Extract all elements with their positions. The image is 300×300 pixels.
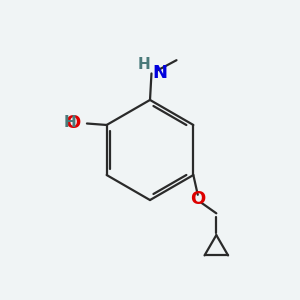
Text: O: O xyxy=(65,115,81,133)
Text: H: H xyxy=(138,57,151,72)
Text: O: O xyxy=(190,190,206,208)
Text: N: N xyxy=(152,64,167,82)
Text: H: H xyxy=(64,115,77,130)
